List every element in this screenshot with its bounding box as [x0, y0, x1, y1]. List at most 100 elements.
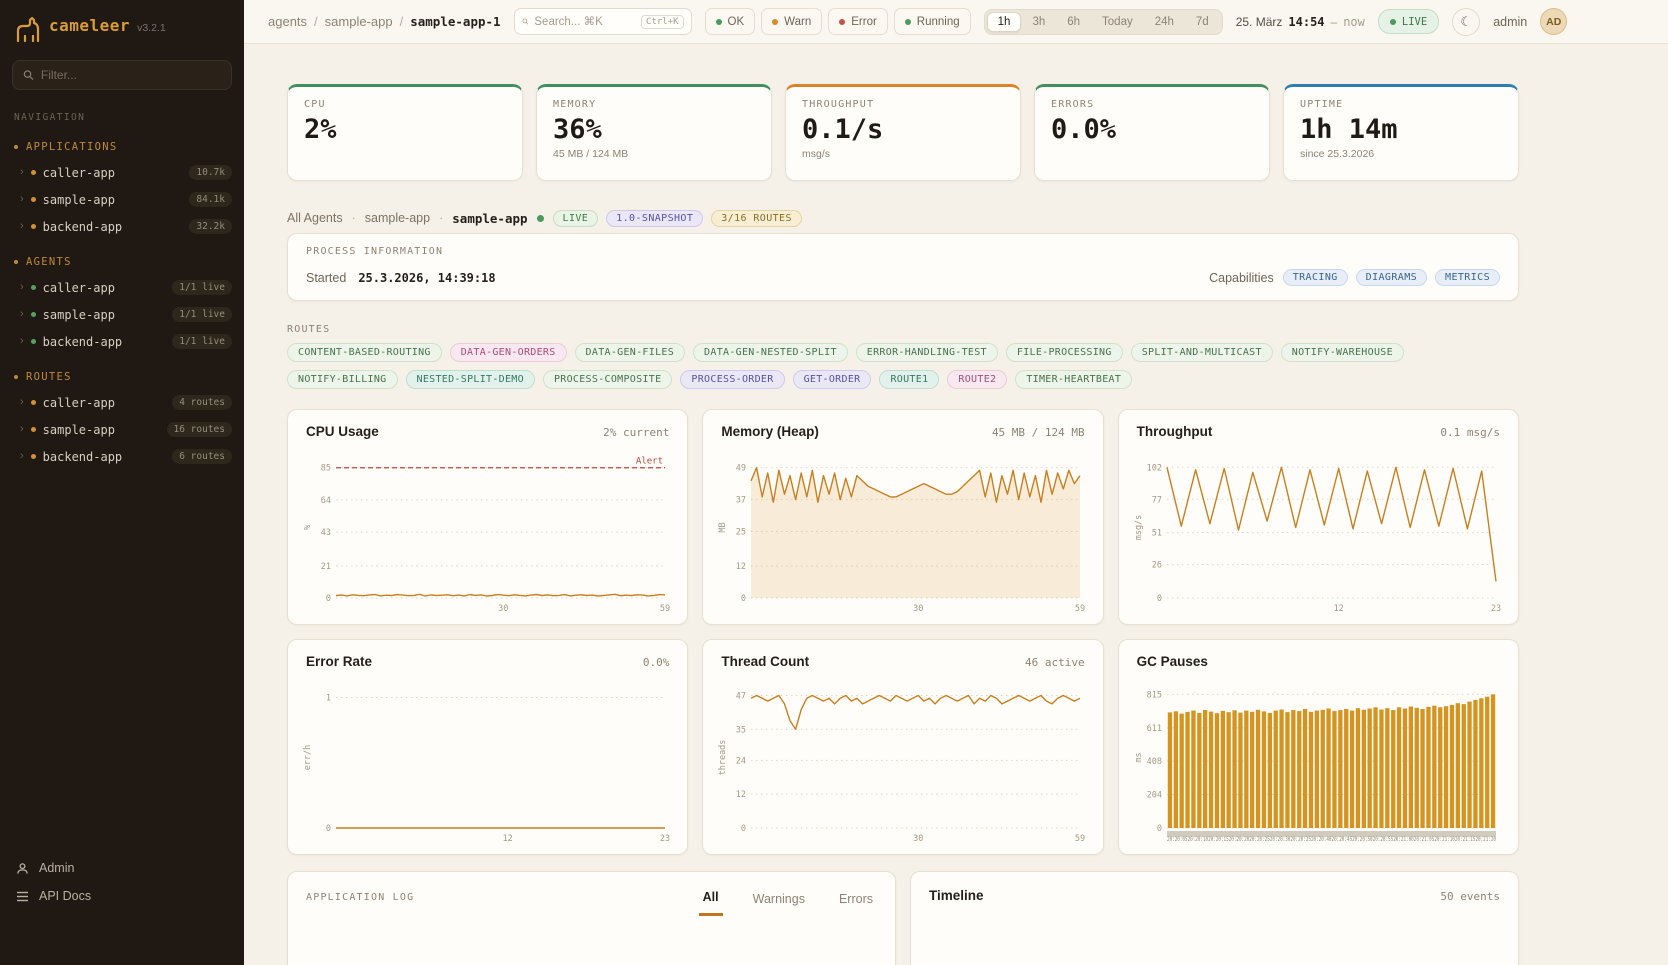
chart-title: GC Pauses — [1136, 654, 1208, 669]
sidebar-item-label: backend-app — [42, 449, 123, 464]
sidebar-section-agents: AGENTS › caller-app 1/1 live › sample-app 1/1 … — [0, 250, 244, 355]
sidebar: cameleer v3.2.1 NAVIGATION APPLICATIONS ›… — [0, 0, 244, 965]
capability-badge-diagrams: DIAGRAMS — [1355, 269, 1428, 286]
topbar: agents / sample-app / sample-app-1 Ctrl+… — [244, 0, 1668, 44]
sidebar-section-header-agents[interactable]: AGENTS — [0, 250, 244, 274]
tab-warnings[interactable]: Warnings — [749, 888, 809, 916]
route-chip-content-based-routing[interactable]: CONTENT-BASED-ROUTING — [287, 343, 442, 362]
agent-link-app[interactable]: sample-app — [364, 211, 431, 225]
svg-text:12: 12 — [503, 834, 513, 844]
svg-text:30: 30 — [914, 834, 924, 844]
status-dot-icon — [30, 170, 36, 175]
route-chip-data-gen-nested-split[interactable]: DATA-GEN-NESTED-SPLIT — [693, 343, 848, 362]
route-chip-notify-billing[interactable]: NOTIFY-BILLING — [287, 370, 398, 389]
status-filter-error[interactable]: Error — [828, 8, 888, 35]
sidebar-item-routes-backend-app[interactable]: › backend-app 6 routes — [0, 443, 244, 470]
sidebar-item-routes-caller-app[interactable]: › caller-app 4 routes — [0, 389, 244, 416]
capability-badge-metrics: METRICS — [1435, 269, 1500, 286]
route-chip-data-gen-files[interactable]: DATA-GEN-FILES — [574, 343, 686, 362]
live-label: LIVE — [1401, 15, 1428, 28]
route-chip-split-and-multicast[interactable]: SPLIT-AND-MULTICAST — [1130, 343, 1273, 362]
status-dot-icon — [904, 18, 911, 25]
route-chip-notify-warehouse[interactable]: NOTIFY-WAREHOUSE — [1280, 343, 1404, 362]
status-filter-warn[interactable]: Warn — [761, 8, 823, 35]
chart-plot: 47 35 24 12 0 30 59 threads — [717, 678, 1088, 844]
sidebar-item-badge: 1/1 live — [172, 334, 232, 349]
status-filter-ok[interactable]: OK — [704, 8, 756, 35]
svg-text:611: 611 — [1146, 724, 1161, 734]
status-dot-icon — [30, 400, 36, 405]
stat-subtitle: msg/s — [802, 147, 831, 160]
sidebar-item-label: sample-app — [42, 192, 115, 207]
sidebar-item-applications-caller-app[interactable]: › caller-app 10.7k — [0, 159, 244, 186]
route-chip-file-processing[interactable]: FILE-PROCESSING — [1005, 343, 1123, 362]
chart-card-gc-pauses: GC Pauses 815 611 408 204 0 ms 20:20:0520:20:10… — [1117, 639, 1519, 855]
svg-text:408: 408 — [1146, 757, 1161, 767]
dark-mode-toggle[interactable]: ☾ — [1452, 7, 1481, 36]
chart-canvas: 85 64 43 21 0 30 59% Alert — [303, 457, 670, 614]
sidebar-item-agents-backend-app[interactable]: › backend-app 1/1 live — [0, 328, 244, 355]
time-range-6h[interactable]: 6h — [1056, 12, 1091, 32]
global-search[interactable]: Ctrl+K — [513, 8, 692, 35]
route-chip-route2[interactable]: ROUTE2 — [947, 370, 1008, 389]
sidebar-section-header-routes[interactable]: ROUTES — [0, 365, 244, 389]
status-dot-icon — [30, 339, 36, 344]
tab-all[interactable]: All — [698, 888, 723, 916]
sidebar-item-admin[interactable]: Admin — [16, 861, 228, 875]
sidebar-section-header-applications[interactable]: APPLICATIONS — [0, 135, 244, 159]
svg-text:%: % — [303, 525, 313, 530]
svg-text:815: 815 — [1146, 690, 1161, 700]
agent-link-all[interactable]: All Agents — [287, 211, 343, 225]
svg-text:0: 0 — [1157, 824, 1162, 834]
route-chip-get-order[interactable]: GET-ORDER — [792, 370, 872, 389]
route-chip-error-handling-test[interactable]: ERROR-HANDLING-TEST — [855, 343, 998, 362]
route-chip-route1[interactable]: ROUTE1 — [879, 370, 940, 389]
breadcrumb-current: sample-app-1 — [410, 14, 501, 29]
sidebar-item-applications-backend-app[interactable]: › backend-app 32.2k — [0, 213, 244, 240]
stat-label: ERRORS — [1051, 99, 1095, 110]
sidebar-item-api-docs[interactable]: API Docs — [16, 889, 228, 903]
filter-input[interactable] — [40, 68, 221, 82]
sidebar-item-badge: 10.7k — [189, 165, 232, 180]
chevron-right-icon: › — [20, 396, 24, 408]
svg-text:43: 43 — [321, 528, 331, 538]
live-dot-icon — [1389, 18, 1396, 25]
sidebar-item-agents-sample-app[interactable]: › sample-app 1/1 live — [0, 301, 244, 328]
sidebar-item-routes-sample-app[interactable]: › sample-app 16 routes — [0, 416, 244, 443]
route-chip-process-composite[interactable]: PROCESS-COMPOSITE — [542, 370, 673, 389]
time-range-3h[interactable]: 3h — [1021, 12, 1056, 32]
person-icon — [17, 862, 28, 874]
time-range-today[interactable]: Today — [1091, 12, 1144, 32]
sidebar-item-badge: 6 routes — [172, 449, 232, 464]
time-range-24h[interactable]: 24h — [1144, 12, 1185, 32]
stat-card-memory: MEMORY 36% 45 MB / 124 MB — [536, 84, 772, 181]
bottom-row: APPLICATION LOG All Warnings Errors Timeli… — [287, 871, 1519, 965]
avatar[interactable]: AD — [1540, 8, 1568, 35]
time-range-7d[interactable]: 7d — [1185, 12, 1220, 32]
svg-text:30: 30 — [498, 604, 508, 614]
sidebar-item-label: caller-app — [42, 165, 115, 180]
route-chip-process-order[interactable]: PROCESS-ORDER — [680, 370, 785, 389]
stat-card-errors: ERRORS 0.0% — [1034, 84, 1270, 181]
chart-title: Throughput — [1136, 424, 1213, 439]
svg-text:77: 77 — [1151, 495, 1161, 505]
status-filter-running[interactable]: Running — [893, 8, 971, 35]
route-chip-data-gen-orders[interactable]: DATA-GEN-ORDERS — [449, 343, 567, 362]
sidebar-item-applications-sample-app[interactable]: › sample-app 84.1k — [0, 186, 244, 213]
search-input[interactable] — [534, 15, 636, 28]
sidebar-filter[interactable] — [12, 60, 232, 90]
route-chip-timer-heartbeat[interactable]: TIMER-HEARTBEAT — [1015, 370, 1133, 389]
chart-header: Memory (Heap) 45 MB / 124 MB — [717, 424, 1088, 444]
tab-errors[interactable]: Errors — [835, 888, 877, 916]
live-badge[interactable]: LIVE — [1377, 9, 1440, 34]
svg-text:49: 49 — [736, 464, 746, 474]
status-filter-label: Running — [916, 15, 960, 28]
sidebar-item-agents-caller-app[interactable]: › caller-app 1/1 live — [0, 274, 244, 301]
breadcrumb-sample-app[interactable]: sample-app — [324, 14, 393, 29]
status-dot-icon — [30, 312, 36, 317]
range-separator: – — [1330, 14, 1338, 29]
svg-text:47: 47 — [736, 691, 746, 701]
time-range-1h[interactable]: 1h — [986, 11, 1022, 32]
route-chip-nested-split-demo[interactable]: NESTED-SPLIT-DEMO — [405, 370, 535, 389]
breadcrumb-agents[interactable]: agents — [268, 14, 308, 29]
